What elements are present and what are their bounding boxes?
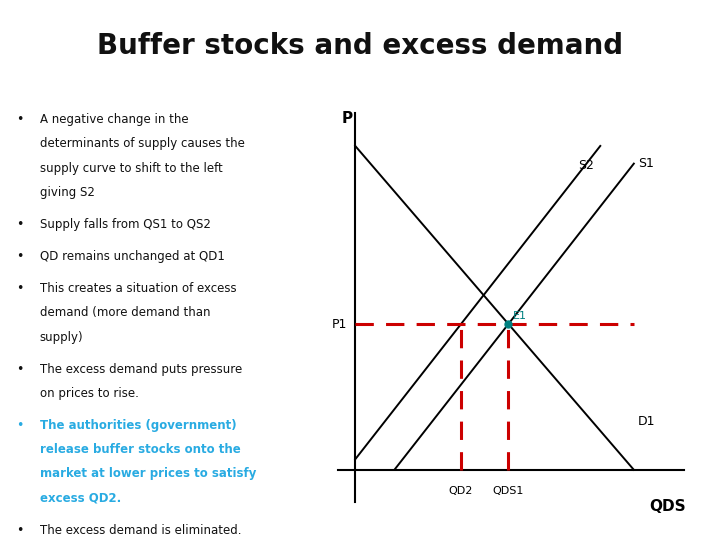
Text: P: P (341, 111, 352, 126)
Text: QD2: QD2 (449, 486, 473, 496)
Text: The excess demand puts pressure: The excess demand puts pressure (40, 363, 242, 376)
Text: giving S2: giving S2 (40, 186, 94, 199)
Text: •: • (17, 113, 24, 126)
Text: This creates a situation of excess: This creates a situation of excess (40, 282, 236, 295)
Text: market at lower prices to satisfy: market at lower prices to satisfy (40, 468, 256, 481)
Text: A negative change in the: A negative change in the (40, 113, 189, 126)
Text: determinants of supply causes the: determinants of supply causes the (40, 137, 245, 150)
Text: QDS: QDS (649, 499, 685, 514)
Text: •: • (17, 282, 24, 295)
Text: •: • (17, 363, 24, 376)
Text: E1: E1 (513, 310, 526, 321)
Text: •: • (17, 250, 24, 263)
Text: P1: P1 (331, 318, 347, 330)
Text: •: • (17, 524, 24, 537)
Text: release buffer stocks onto the: release buffer stocks onto the (40, 443, 240, 456)
Text: on prices to rise.: on prices to rise. (40, 387, 139, 400)
Text: demand (more demand than: demand (more demand than (40, 306, 210, 319)
Text: Supply falls from QS1 to QS2: Supply falls from QS1 to QS2 (40, 218, 211, 231)
Text: D1: D1 (638, 415, 655, 428)
Text: supply curve to shift to the left: supply curve to shift to the left (40, 161, 222, 174)
Text: The authorities (government): The authorities (government) (40, 419, 236, 432)
Text: excess QD2.: excess QD2. (40, 491, 121, 504)
Text: •: • (17, 419, 24, 432)
Text: S1: S1 (638, 157, 654, 170)
Text: Buffer stocks and excess demand: Buffer stocks and excess demand (97, 32, 623, 60)
Text: The excess demand is eliminated.: The excess demand is eliminated. (40, 524, 241, 537)
Text: supply): supply) (40, 330, 84, 343)
Text: QDS1: QDS1 (492, 486, 524, 496)
Text: QD remains unchanged at QD1: QD remains unchanged at QD1 (40, 250, 225, 263)
Text: S2: S2 (578, 159, 594, 172)
Text: •: • (17, 218, 24, 231)
